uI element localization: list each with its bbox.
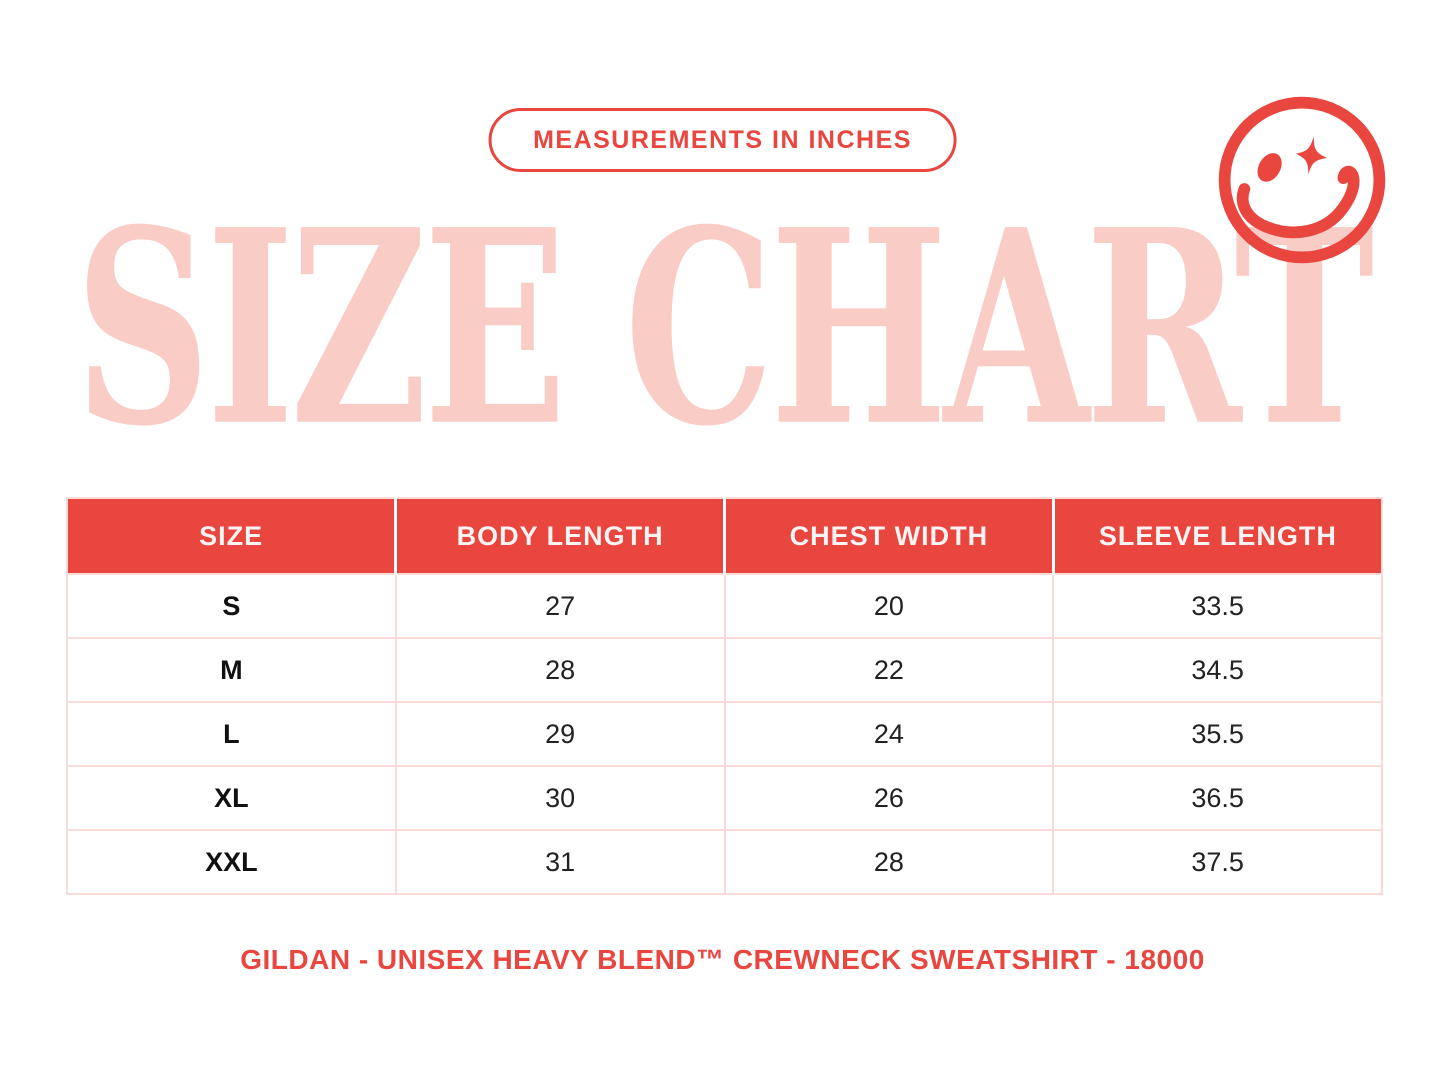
- smiley-smile: [1236, 165, 1360, 239]
- product-caption: GILDAN - UNISEX HEAVY BLEND™ CREWNECK SW…: [0, 944, 1445, 976]
- table-row: XL 30 26 36.5: [66, 765, 1383, 831]
- cell-sleeve-length: 37.5: [1052, 829, 1383, 895]
- winking-smiley-icon: [1212, 90, 1392, 270]
- cell-size: XXL: [66, 829, 397, 895]
- page-title: SIZE CHART: [74, 171, 1375, 486]
- product-caption-label: GILDAN - UNISEX HEAVY BLEND™ CREWNECK SW…: [240, 944, 1205, 975]
- smiley-left-eye: [1257, 153, 1282, 182]
- size-table-container: SIZE BODY LENGTH CHEST WIDTH SLEEVE LENG…: [66, 497, 1383, 895]
- size-table-header-row: SIZE BODY LENGTH CHEST WIDTH SLEEVE LENG…: [67, 498, 1382, 575]
- table-row: S 27 20 33.5: [66, 573, 1383, 639]
- cell-size: L: [66, 701, 397, 767]
- cell-sleeve-length: 33.5: [1052, 573, 1383, 639]
- size-table: SIZE BODY LENGTH CHEST WIDTH SLEEVE LENG…: [66, 497, 1383, 895]
- column-header-chest-width: CHEST WIDTH: [723, 498, 1054, 575]
- table-row: XXL 31 28 37.5: [66, 829, 1383, 895]
- cell-chest-width: 26: [723, 765, 1055, 831]
- cell-body-length: 28: [394, 637, 726, 703]
- cell-body-length: 27: [394, 573, 726, 639]
- cell-size: XL: [66, 765, 397, 831]
- table-row: M 28 22 34.5: [66, 637, 1383, 703]
- column-header-body-length: BODY LENGTH: [394, 498, 725, 575]
- smiley-sparkle-eye: [1295, 136, 1328, 175]
- cell-chest-width: 24: [723, 701, 1055, 767]
- table-row: L 29 24 35.5: [66, 701, 1383, 767]
- cell-size: M: [66, 637, 397, 703]
- cell-size: S: [66, 573, 397, 639]
- measurements-badge: MEASUREMENTS IN INCHES: [488, 108, 957, 172]
- column-header-size: SIZE: [67, 498, 396, 575]
- cell-sleeve-length: 35.5: [1052, 701, 1383, 767]
- smiley-face-outline: [1218, 96, 1386, 264]
- cell-sleeve-length: 36.5: [1052, 765, 1383, 831]
- cell-body-length: 30: [394, 765, 726, 831]
- cell-chest-width: 20: [723, 573, 1055, 639]
- cell-sleeve-length: 34.5: [1052, 637, 1383, 703]
- cell-body-length: 29: [394, 701, 726, 767]
- cell-body-length: 31: [394, 829, 726, 895]
- column-header-sleeve-length: SLEEVE LENGTH: [1051, 498, 1382, 575]
- cell-chest-width: 28: [723, 829, 1055, 895]
- cell-chest-width: 22: [723, 637, 1055, 703]
- measurements-badge-label: MEASUREMENTS IN INCHES: [533, 125, 912, 154]
